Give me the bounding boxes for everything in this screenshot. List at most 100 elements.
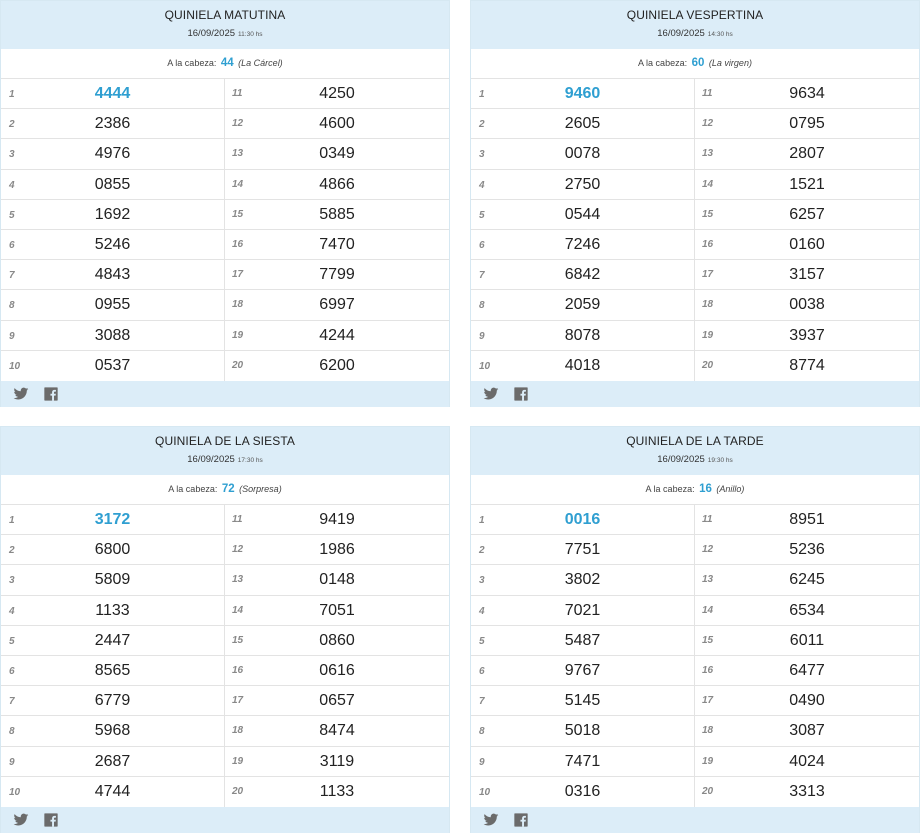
result-position: 17	[702, 695, 714, 707]
result-number: 2386	[94, 115, 131, 133]
result-position: 5	[479, 635, 485, 647]
result-position: 7	[9, 696, 15, 708]
result-row: 4 1133	[1, 596, 224, 626]
result-position: 14	[702, 178, 714, 190]
twitter-icon[interactable]	[13, 812, 29, 828]
result-number: 9634	[789, 85, 825, 102]
result-position: 5	[9, 635, 15, 647]
result-number: 6245	[789, 571, 825, 589]
result-row: 11 4250	[225, 79, 449, 110]
result-number: 0657	[319, 692, 355, 710]
result-position: 13	[232, 574, 244, 586]
cabeza-line: A la cabeza: 16 (Anillo)	[471, 475, 919, 505]
result-row: 19 4244	[225, 321, 449, 351]
facebook-icon[interactable]	[513, 812, 529, 828]
result-row: 8 5968	[1, 716, 224, 747]
result-row: 11 9634	[695, 79, 919, 110]
result-position: 20	[232, 359, 244, 371]
twitter-icon[interactable]	[13, 386, 29, 402]
result-row: 20 3313	[695, 777, 919, 807]
twitter-icon[interactable]	[483, 386, 499, 402]
result-row: 16 7470	[225, 230, 449, 261]
result-number: 6534	[789, 601, 825, 619]
result-number: 6779	[94, 692, 131, 710]
results-column-right: 11 8951 12 5236 13 6245 14 6534 15 6011 16 6477 17 04…	[695, 505, 919, 807]
result-position: 9	[9, 756, 15, 768]
result-position: 8	[479, 300, 485, 312]
result-row: 3 3802	[471, 565, 694, 596]
result-position: 10	[9, 360, 21, 372]
result-row: 3 0078	[471, 139, 694, 170]
card-tarde: QUINIELA DE LA TARDE 16/09/2025 19:30 hs A …	[470, 426, 920, 833]
result-position: 3	[9, 149, 15, 161]
result-number: 6477	[789, 661, 825, 679]
result-row: 4 7021	[471, 596, 694, 626]
results-column-left: 1 0016 2 7751 3 3802 4 7021 5 5487 6 9767 7 5145 8 5018…	[471, 505, 695, 807]
result-row: 6 7246	[471, 230, 694, 261]
result-position: 9	[479, 330, 485, 342]
draw-date: 16/09/2025	[187, 454, 235, 465]
draw-date: 16/09/2025	[187, 28, 236, 39]
result-row: 1 4444	[1, 79, 224, 110]
card-matutina: QUINIELA MATUTINA 16/09/2025 11:30 hs A la …	[0, 0, 450, 407]
result-row: 18 3087	[695, 716, 919, 747]
result-row: 13 2807	[695, 139, 919, 170]
card-datetime: 16/09/2025 11:30 hs	[1, 26, 449, 41]
facebook-icon[interactable]	[43, 386, 59, 402]
result-row: 2 2386	[1, 109, 224, 140]
card-datetime: 16/09/2025 17:30 hs	[1, 452, 449, 467]
result-number: 4244	[319, 326, 355, 344]
result-number: 4976	[94, 145, 131, 163]
result-position: 5	[479, 209, 485, 221]
result-number: 1521	[789, 175, 825, 193]
twitter-icon[interactable]	[483, 812, 499, 828]
result-row: 20 8774	[695, 351, 919, 381]
card-vespertina: QUINIELA VESPERTINA 16/09/2025 14:30 hs A l…	[470, 0, 920, 407]
result-number: 7470	[319, 235, 355, 253]
result-row: 14 4866	[225, 170, 449, 200]
result-position: 17	[702, 269, 714, 281]
result-position: 4	[9, 179, 15, 191]
result-row: 18 6997	[225, 290, 449, 321]
result-position: 10	[9, 786, 21, 798]
result-number: 6842	[564, 266, 601, 284]
results-column-left: 1 4444 2 2386 3 4976 4 0855 5 1692 6 5246 7 4843 8 0955…	[1, 79, 225, 381]
result-position: 14	[232, 178, 244, 190]
result-number: 3937	[789, 326, 825, 344]
head-number: 4444	[94, 85, 131, 102]
result-row: 2 7751	[471, 535, 694, 566]
result-number: 3088	[94, 326, 131, 344]
results-column-left: 1 3172 2 6800 3 5809 4 1133 5 2447 6 8565 7 6779 8 5968…	[1, 505, 225, 807]
card-title: QUINIELA VESPERTINA	[626, 8, 764, 22]
result-number: 1133	[95, 601, 130, 619]
result-row: 16 6477	[695, 656, 919, 687]
card-header: QUINIELA MATUTINA 16/09/2025 11:30 hs	[1, 1, 449, 49]
result-number: 8951	[789, 511, 825, 528]
result-row: 1 0016	[471, 505, 694, 536]
result-number: 3119	[319, 752, 355, 770]
result-position: 9	[479, 756, 485, 768]
result-number: 4600	[319, 115, 355, 133]
draw-date: 16/09/2025	[657, 454, 705, 465]
result-row: 11 9419	[225, 505, 449, 536]
result-row: 10 4744	[1, 777, 224, 807]
result-number: 6011	[789, 631, 825, 649]
facebook-icon[interactable]	[513, 386, 529, 402]
result-position: 8	[9, 300, 15, 312]
result-number: 2447	[94, 631, 131, 649]
result-number: 1692	[94, 205, 131, 223]
result-number: 0855	[94, 175, 131, 193]
result-row: 10 4018	[471, 351, 694, 381]
result-position: 12	[232, 544, 244, 556]
result-position: 11	[702, 514, 713, 525]
result-row: 12 0795	[695, 109, 919, 140]
result-row: 8 0955	[1, 290, 224, 321]
result-position: 1	[479, 515, 485, 526]
result-number: 2605	[564, 115, 601, 133]
result-position: 6	[9, 665, 15, 677]
facebook-icon[interactable]	[43, 812, 59, 828]
result-position: 8	[9, 726, 15, 738]
cabeza-meaning: (La Cárcel)	[238, 58, 283, 68]
result-number: 5236	[789, 541, 825, 559]
result-number: 7021	[564, 601, 601, 619]
